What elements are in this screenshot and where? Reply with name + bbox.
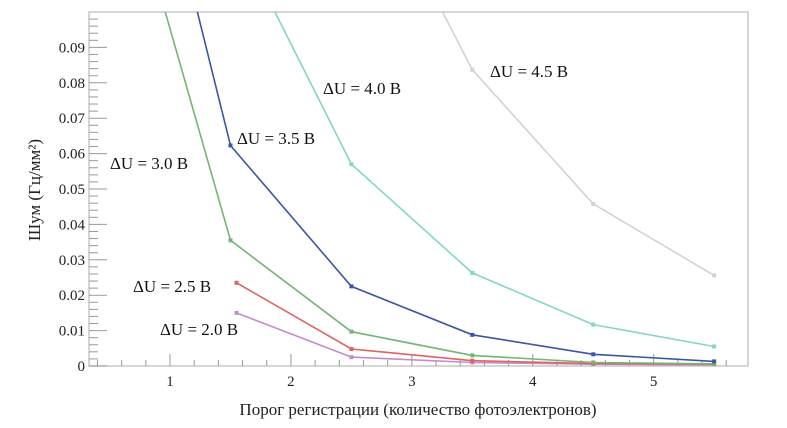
y-tick-label: 0.03 — [59, 253, 85, 269]
y-tick-label: 0.02 — [59, 288, 85, 304]
series-label: ΔU = 4.5 В — [490, 62, 568, 81]
tick-labels: 1 2 3 4 5 0 0.01 0.02 0.03 0.04 0.05 0.06 0.07 0.08 0.… — [59, 40, 658, 390]
data-point — [470, 353, 475, 358]
data-point — [470, 358, 475, 363]
series-label: ΔU = 3.0 В — [110, 154, 188, 173]
x-tick-label: 2 — [287, 374, 295, 390]
data-point — [349, 284, 354, 289]
y-tick-label: 0 — [78, 359, 86, 375]
series-line — [164, 12, 715, 365]
series-line — [441, 12, 715, 277]
x-axis-title: Порог регистрации (количество фотоэлектр… — [239, 400, 596, 419]
series-4 — [274, 12, 717, 349]
y-tick-label: 0.04 — [59, 217, 86, 233]
data-point — [591, 322, 596, 327]
series-label: ΔU = 4.0 В — [323, 79, 401, 98]
y-tick-label: 0.08 — [59, 76, 85, 92]
x-tick-label: 4 — [529, 374, 537, 390]
data-point — [712, 361, 717, 366]
y-axis-title: Шум (Гц/мм²) — [25, 139, 44, 241]
series-5 — [441, 12, 717, 278]
series-line — [196, 12, 715, 363]
series-label: ΔU = 2.0 В — [160, 320, 238, 339]
data-point — [349, 162, 354, 167]
data-point — [591, 201, 596, 206]
data-point — [349, 355, 354, 360]
data-point — [591, 352, 596, 357]
series-labels: ΔU = 2.0 В ΔU = 2.5 В ΔU = 3.0 В ΔU = 3.5 В… — [110, 62, 568, 339]
y-tick-label: 0.05 — [59, 182, 85, 198]
series-3 — [196, 12, 717, 364]
data-point — [712, 344, 717, 349]
data-point — [228, 143, 233, 148]
data-point — [234, 280, 239, 285]
data-point — [234, 310, 239, 315]
y-tick-label: 0.06 — [59, 147, 86, 163]
y-tick-label: 0.07 — [59, 111, 86, 127]
y-tick-label: 0.01 — [59, 324, 85, 340]
data-point — [470, 270, 475, 275]
data-point — [712, 359, 717, 364]
series-label: ΔU = 2.5 В — [133, 277, 211, 296]
x-tick-label: 5 — [650, 374, 658, 390]
series-lines — [164, 12, 717, 366]
data-point — [349, 347, 354, 352]
y-tick-label: 0.09 — [59, 40, 85, 56]
series-label: ΔU = 3.5 В — [237, 129, 315, 148]
data-point — [591, 360, 596, 365]
x-tick-label: 1 — [166, 374, 174, 390]
data-point — [470, 67, 475, 72]
plot-frame — [88, 11, 749, 367]
data-point — [470, 332, 475, 337]
data-point — [712, 273, 717, 278]
axis-ticks — [89, 18, 727, 367]
data-point — [349, 329, 354, 334]
series-2 — [164, 12, 717, 366]
x-tick-label: 3 — [408, 374, 416, 390]
data-point — [228, 238, 233, 243]
